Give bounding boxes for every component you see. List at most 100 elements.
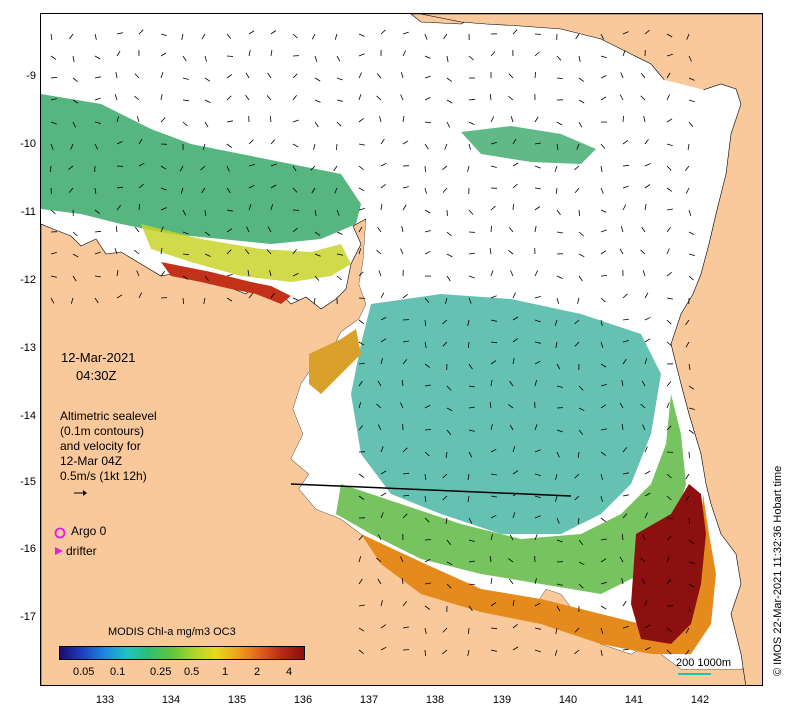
velocity-arrow: [619, 402, 624, 409]
velocity-arrow: [116, 294, 123, 299]
velocity-arrow: [468, 451, 473, 458]
velocity-arrow: [270, 163, 277, 167]
velocity-arrow: [358, 495, 365, 500]
velocity-arrow: [442, 495, 448, 501]
velocity-arrow: [622, 185, 629, 189]
velocity-arrow: [424, 97, 431, 101]
velocity-arrow: [380, 624, 387, 629]
velocity-arrow: [490, 495, 497, 498]
velocity-arrow: [574, 473, 580, 479]
velocity-arrow: [666, 627, 672, 633]
velocity-arrow: [443, 33, 448, 40]
velocity-arrow: [468, 275, 475, 279]
velocity-arrow: [445, 451, 448, 458]
velocity-arrow: [622, 472, 629, 475]
velocity-arrow: [314, 121, 319, 128]
lon-tick: 139: [492, 694, 512, 706]
velocity-arrow: [512, 292, 516, 299]
velocity-arrow: [248, 184, 255, 189]
velocity-arrow: [577, 517, 580, 524]
velocity-arrow: [556, 275, 563, 279]
velocity-arrow: [600, 495, 603, 502]
velocity-arrow: [684, 165, 690, 171]
velocity-arrow: [358, 117, 364, 123]
lon-tick: 142: [690, 694, 710, 706]
velocity-arrow: [314, 99, 321, 103]
velocity-arrow: [68, 187, 74, 193]
velocity-arrow: [622, 318, 629, 321]
velocity-arrow: [666, 556, 670, 563]
velocity-arrow: [644, 492, 651, 497]
velocity-arrow: [313, 297, 316, 304]
velocity-arrow: [644, 600, 648, 607]
velocity-arrow: [512, 183, 518, 189]
velocity-arrow: [600, 517, 606, 523]
velocity-arrow: [204, 231, 211, 236]
chl-north-yellow: [141, 224, 351, 282]
velocity-arrow: [358, 94, 362, 101]
velocity-arrow: [50, 33, 53, 40]
velocity-arrow: [688, 121, 694, 127]
velocity-arrow: [468, 385, 475, 388]
velocity-arrow: [490, 627, 498, 630]
velocity-arrow: [577, 297, 580, 304]
velocity-arrow: [600, 187, 604, 194]
velocity-arrow: [358, 319, 364, 325]
velocity-arrow: [70, 143, 74, 150]
velocity-arrow: [490, 578, 493, 585]
drifter-marker: [55, 547, 63, 555]
velocity-arrow: [644, 446, 648, 453]
velocity-arrow: [508, 95, 514, 101]
velocity-arrow: [512, 316, 519, 321]
velocity-arrow: [534, 534, 538, 541]
velocity-arrow: [490, 602, 497, 607]
velocity-arrow: [468, 252, 475, 255]
velocity-arrow: [666, 535, 672, 541]
velocity-arrow: [534, 341, 541, 344]
velocity-arrow: [578, 121, 583, 128]
velocity-arrow: [666, 402, 670, 409]
colorbar-tick: 0.25: [150, 666, 172, 678]
velocity-arrow: [666, 319, 672, 325]
velocity-arrow: [641, 578, 646, 585]
velocity-arrow: [400, 72, 404, 79]
velocity-arrow: [490, 142, 497, 145]
velocity-arrow: [578, 407, 585, 412]
velocity-arrow: [555, 187, 558, 194]
velocity-arrow: [402, 140, 409, 145]
velocity-arrow: [424, 363, 431, 368]
velocity-arrow: [512, 512, 516, 519]
velocity-arrow: [380, 204, 383, 211]
velocity-arrow: [358, 226, 363, 233]
velocity-arrow: [72, 275, 77, 282]
velocity-arrow: [600, 558, 607, 563]
velocity-arrow: [269, 270, 272, 277]
velocity-arrow: [666, 381, 672, 387]
velocity-arrow: [267, 72, 272, 79]
chl-west-coast: [309, 329, 361, 394]
velocity-arrow: [578, 561, 585, 566]
velocity-arrow: [376, 73, 382, 79]
velocity-arrow: [180, 187, 184, 194]
velocity-arrow: [377, 424, 382, 431]
velocity-arrow: [578, 209, 580, 217]
velocity-arrow: [380, 183, 386, 189]
velocity-arrow: [490, 360, 497, 365]
velocity-arrow: [270, 50, 273, 57]
altimetry-line: 12-Mar 04Z: [60, 454, 123, 468]
velocity-arrow: [688, 385, 695, 390]
velocity-arrow: [94, 275, 101, 278]
velocity-arrow: [490, 295, 497, 299]
velocity-arrow: [512, 138, 517, 145]
transect-line: [290, 483, 572, 497]
velocity-arrow: [402, 31, 409, 35]
velocity-arrow: [556, 385, 563, 388]
velocity-arrow: [600, 581, 607, 585]
velocity-arrow: [134, 95, 140, 101]
velocity-arrow: [226, 95, 232, 101]
velocity-arrow: [534, 360, 541, 365]
colorbar-tick: 0.1: [110, 666, 126, 678]
map-date: 12-Mar-2021: [61, 350, 136, 365]
velocity-arrow: [600, 341, 604, 348]
velocity-arrow: [182, 231, 189, 235]
